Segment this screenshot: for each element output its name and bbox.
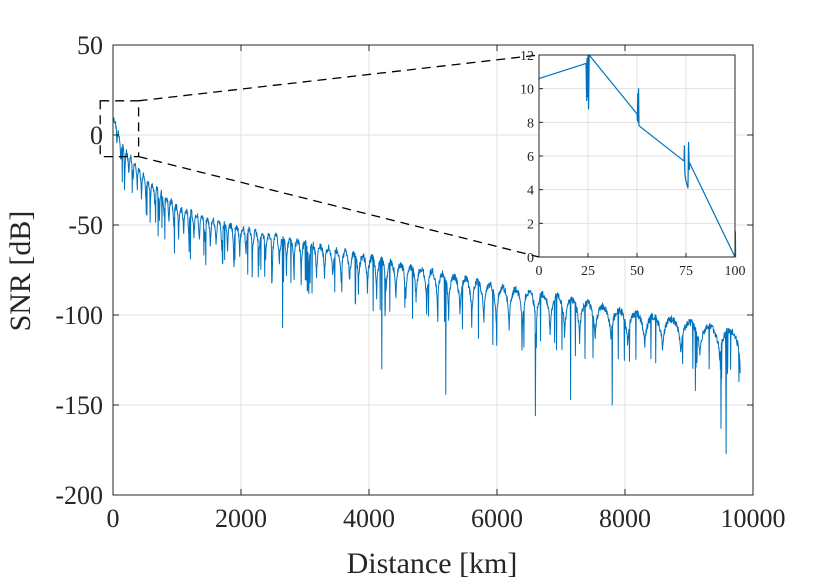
- main-x-tick-label: 2000: [215, 504, 267, 533]
- inset-y-tick-label: 12: [520, 49, 534, 64]
- inset-series: [538, 54, 737, 258]
- inset-snr-line: [538, 54, 737, 258]
- inset-y-tick-label: 0: [527, 251, 534, 266]
- main-x-tick-label: 8000: [599, 504, 651, 533]
- inset-ticks: 0 25 50 75 100 0 2 4 6 8 10 12: [520, 49, 746, 279]
- inset-y-tick-label: 10: [520, 83, 534, 98]
- inset-y-tick-label: 2: [527, 217, 534, 232]
- main-y-tick-label: -150: [55, 391, 103, 420]
- inset-x-tick-label: 0: [536, 264, 543, 279]
- main-y-tick-label: -100: [55, 301, 103, 330]
- zoom-indicator: [99, 54, 540, 258]
- main-x-tick-label: 6000: [471, 504, 523, 533]
- y-axis-label: SNR [dB]: [4, 211, 37, 332]
- zoom-box: [99, 100, 140, 158]
- main-x-tick-label: 4000: [343, 504, 395, 533]
- inset-y-tick-label: 6: [527, 150, 534, 165]
- x-axis-label: Distance [km]: [347, 547, 518, 580]
- snr-line: [112, 117, 741, 455]
- zoom-connector-top: [138, 54, 540, 102]
- main-y-tick-label: 0: [90, 121, 103, 150]
- inset-x-tick-label: 25: [581, 264, 595, 279]
- main-y-tick-label: -50: [68, 211, 103, 240]
- main-y-tick-label: -200: [55, 481, 103, 510]
- main-axes-frame: [112, 44, 754, 496]
- zoom-connector-bottom: [138, 155, 540, 258]
- main-x-tick-label: 10000: [721, 504, 786, 533]
- inset-plot: 0 25 50 75 100 0 2 4 6 8 10 12: [520, 49, 746, 279]
- main-y-tick-label: 50: [77, 31, 103, 60]
- inset-x-tick-label: 75: [679, 264, 693, 279]
- inset-y-tick-label: 8: [527, 116, 534, 131]
- main-series: [112, 117, 741, 455]
- inset-y-tick-label: 4: [527, 184, 534, 199]
- main-x-tick-label: 0: [107, 504, 120, 533]
- inset-x-tick-label: 50: [630, 264, 644, 279]
- inset-x-tick-label: 100: [725, 264, 746, 279]
